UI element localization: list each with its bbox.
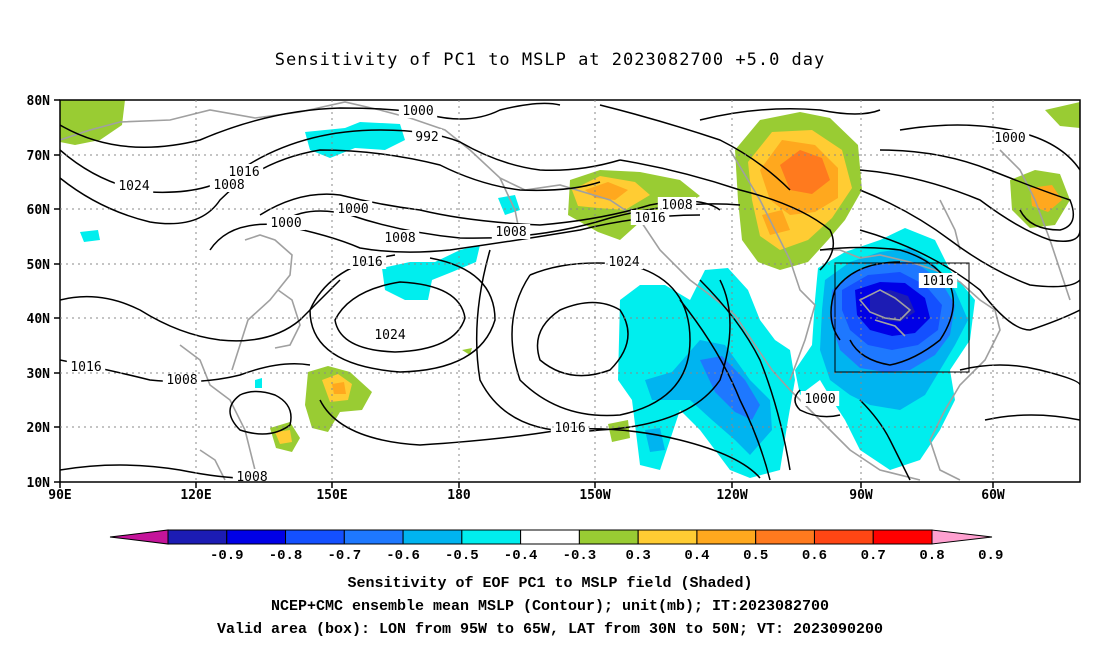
colorbar-swatch <box>520 529 580 545</box>
contour-label: 1016 <box>66 359 106 375</box>
colorbar-low-arrow <box>109 529 169 545</box>
colorbar-label: 0.3 <box>626 548 651 564</box>
svg-text:1000: 1000 <box>804 392 835 407</box>
lat-label: 40N <box>27 312 51 327</box>
colorbar-label: 0.9 <box>978 548 1003 564</box>
contour-label: 1008 <box>657 197 697 213</box>
contour-label: 1016 <box>347 254 387 270</box>
lon-label: 90W <box>849 488 873 503</box>
lat-label: 70N <box>27 149 51 164</box>
lon-label: 180 <box>447 488 471 503</box>
colorbar-high-arrow <box>931 529 993 545</box>
svg-text:1008: 1008 <box>213 178 244 193</box>
contour-label: 1008 <box>232 469 272 485</box>
lat-label: 20N <box>27 421 51 436</box>
map-frame <box>59 99 1081 483</box>
colorbar-swatch <box>461 529 522 545</box>
colorbar-swatch <box>578 529 639 545</box>
colorbar-swatch <box>285 529 345 545</box>
colorbar-swatch <box>872 529 933 545</box>
colorbar-label: 0.4 <box>684 548 709 564</box>
footer-line-contours: NCEP+CMC ensemble mean MSLP (Contour); u… <box>270 598 830 615</box>
svg-text:1008: 1008 <box>661 198 692 213</box>
svg-text:1024: 1024 <box>374 328 405 343</box>
colorbar-swatch <box>637 529 698 545</box>
colorbar-label: -0.6 <box>386 548 420 564</box>
contour-label: 1016 <box>918 273 958 289</box>
colorbar-swatch <box>343 529 404 545</box>
contour-label: 1008 <box>491 224 531 240</box>
contour-label: 992 <box>412 129 442 145</box>
lon-label: 120W <box>716 488 747 503</box>
colorbar: -0.9 -0.8 -0.7 -0.6 -0.5 -0.4 -0.3 0.3 0.4 0.5 0.6… <box>109 529 1003 564</box>
contour-label: 1000 <box>333 201 373 217</box>
map-title: Sensitivity of PC1 to MSLP at 2023082700… <box>274 50 826 70</box>
colorbar-swatch <box>696 529 757 545</box>
lat-label: 30N <box>27 367 51 382</box>
colorbar-label: 0.6 <box>802 548 827 564</box>
svg-text:1016: 1016 <box>351 255 382 270</box>
svg-text:1016: 1016 <box>922 274 953 289</box>
colorbar-label: 0.5 <box>743 548 768 564</box>
colorbar-label: -0.4 <box>504 548 538 564</box>
colorbar-label: -0.5 <box>445 548 479 564</box>
lon-label: 150W <box>579 488 610 503</box>
contour-label: 1024 <box>114 178 154 194</box>
lon-label: 120E <box>180 488 211 503</box>
contour-label: 1008 <box>380 230 420 246</box>
contour-label: 1000 <box>398 103 438 119</box>
lat-label: 50N <box>27 258 51 273</box>
footer-line-shading: Sensitivity of EOF PC1 to MSLP field (Sh… <box>347 575 753 592</box>
colorbar-label: -0.9 <box>210 548 244 564</box>
svg-text:1016: 1016 <box>228 165 259 180</box>
colorbar-swatch <box>813 529 874 545</box>
svg-text:1008: 1008 <box>384 231 415 246</box>
contour-label: 1016 <box>224 164 264 180</box>
colorbar-label: -0.7 <box>328 548 362 564</box>
colorbar-label: -0.3 <box>563 548 597 564</box>
colorbar-label: 0.8 <box>919 548 944 564</box>
contour-label: 1024 <box>370 327 410 343</box>
lat-label: 60N <box>27 203 51 218</box>
svg-text:1016: 1016 <box>554 421 585 436</box>
contour-label: 1016 <box>630 210 670 226</box>
colorbar-swatch <box>226 529 287 545</box>
svg-text:1024: 1024 <box>608 255 639 270</box>
lon-label: 60W <box>981 488 1005 503</box>
contour-label: 1000 <box>266 215 306 231</box>
contour-label: 1008 <box>162 372 202 388</box>
contour-label: 1008 <box>209 177 249 193</box>
footer-line-valid-area: Valid area (box): LON from 95W to 65W, L… <box>216 621 884 638</box>
svg-text:1000: 1000 <box>994 131 1025 146</box>
svg-text:992: 992 <box>415 130 438 145</box>
svg-text:1008: 1008 <box>236 470 267 485</box>
lat-label: 10N <box>27 476 51 491</box>
svg-text:1000: 1000 <box>270 216 301 231</box>
colorbar-label: -0.8 <box>269 548 303 564</box>
colorbar-swatch <box>402 529 463 545</box>
svg-text:1000: 1000 <box>402 104 433 119</box>
lon-label: 150E <box>316 488 347 503</box>
colorbar-swatch <box>167 529 228 545</box>
svg-text:1008: 1008 <box>166 373 197 388</box>
svg-text:1000: 1000 <box>337 202 368 217</box>
colorbar-label: 0.7 <box>861 548 886 564</box>
svg-text:1024: 1024 <box>118 179 149 194</box>
contour-label: 1000 <box>990 130 1030 146</box>
contour-label: 1016 <box>550 420 590 436</box>
svg-text:1016: 1016 <box>634 211 665 226</box>
svg-text:1008: 1008 <box>495 225 526 240</box>
lat-label: 80N <box>27 94 51 109</box>
contour-label: 1000 <box>800 391 840 407</box>
svg-text:1016: 1016 <box>70 360 101 375</box>
contour-label: 1024 <box>604 254 644 270</box>
lon-label: 90E <box>48 488 71 503</box>
colorbar-swatch <box>755 529 815 545</box>
